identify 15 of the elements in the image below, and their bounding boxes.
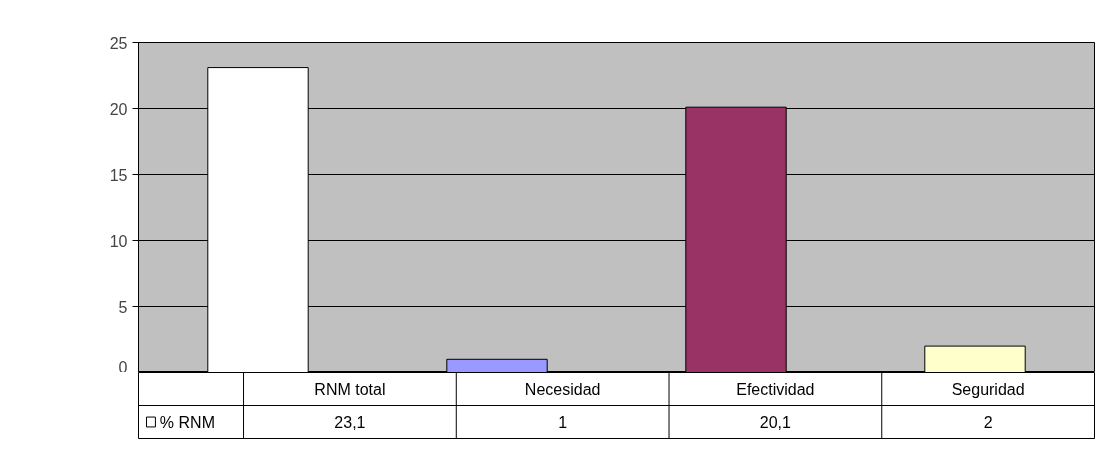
y-tick-label: 5 xyxy=(118,298,128,316)
y-tick-label: 10 xyxy=(109,232,128,250)
y-tick-label: 15 xyxy=(109,166,128,184)
data-label: 23,1 xyxy=(334,414,366,431)
y-tick-label: 25 xyxy=(109,34,128,52)
y-tick-label: 0 xyxy=(118,358,128,376)
y-tick-label: 20 xyxy=(109,100,128,118)
legend-label: % RNM xyxy=(159,413,215,431)
data-label: 20,1 xyxy=(759,414,792,431)
x-tick-label: Seguridad xyxy=(951,380,1025,398)
data-label: 2 xyxy=(983,414,993,431)
x-tick-label: Necesidad xyxy=(524,380,601,398)
x-tick-label: RNM total xyxy=(314,380,386,398)
data-label: 1 xyxy=(558,414,568,431)
x-tick-label: Efectividad xyxy=(736,380,815,398)
